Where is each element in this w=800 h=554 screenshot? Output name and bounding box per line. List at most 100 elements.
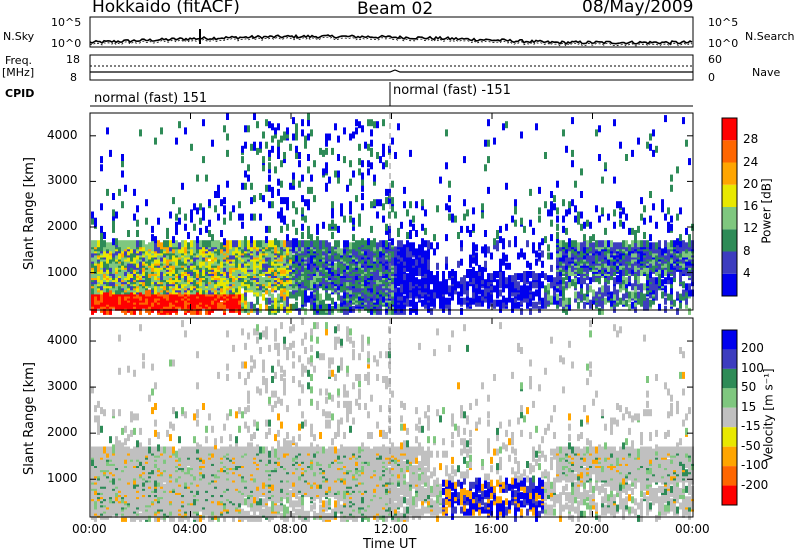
- heatmap-cell: [577, 217, 580, 225]
- heatmap-cell: [256, 121, 259, 129]
- heatmap-cell: [235, 240, 238, 248]
- heatmap-cell: [577, 264, 580, 272]
- heatmap-cell: [175, 227, 178, 235]
- heatmap-cell: [430, 242, 433, 250]
- nave-label: Nave: [752, 66, 781, 79]
- heatmap-cell: [178, 289, 181, 297]
- heatmap-cell: [637, 240, 640, 248]
- heatmap-cell: [103, 305, 106, 313]
- heatmap-cell: [193, 307, 196, 315]
- heatmap-cell: [250, 213, 253, 221]
- heatmap-cell: [607, 256, 610, 264]
- heatmap-cell: [631, 301, 634, 309]
- heatmap-cell: [379, 156, 382, 164]
- heatmap-cell: [667, 260, 670, 268]
- heatmap-cell: [481, 203, 484, 211]
- heatmap-cell: [295, 207, 298, 215]
- heatmap-cell: [94, 415, 97, 423]
- heatmap-cell: [265, 236, 268, 244]
- heatmap-cell: [181, 285, 184, 293]
- heatmap-cell: [382, 256, 385, 264]
- heatmap-cell: [148, 252, 151, 260]
- heatmap-cell: [265, 287, 268, 295]
- heatmap-cell: [538, 279, 541, 287]
- heatmap-cell: [97, 504, 100, 512]
- heatmap-cell: [103, 409, 106, 417]
- heatmap-cell: [562, 254, 565, 262]
- heatmap-cell: [106, 305, 109, 313]
- heatmap-cell: [400, 293, 403, 301]
- heatmap-cell: [352, 242, 355, 250]
- heatmap-cell: [424, 271, 427, 278]
- heatmap-cell: [292, 303, 295, 311]
- heatmap-cell: [523, 225, 526, 233]
- heatmap-cell: [208, 240, 211, 248]
- heatmap-cell: [664, 240, 667, 248]
- heatmap-cell: [559, 258, 562, 266]
- heatmap-cell: [625, 252, 628, 260]
- heatmap-cell: [421, 279, 424, 287]
- heatmap-cell: [172, 254, 175, 262]
- heatmap-cell: [595, 256, 598, 264]
- heatmap-cell: [499, 271, 502, 278]
- heatmap-cell: [241, 213, 244, 221]
- heatmap-cell: [121, 271, 124, 278]
- heatmap-cell: [259, 289, 262, 297]
- heatmap-cell: [556, 236, 559, 244]
- heatmap-cell: [97, 264, 100, 272]
- heatmap-cell: [262, 260, 265, 268]
- heatmap-cell: [643, 303, 646, 311]
- heatmap-cell: [382, 119, 385, 127]
- heatmap-cell: [253, 303, 256, 311]
- heatmap-cell: [250, 197, 253, 205]
- heatmap-cell: [304, 295, 307, 303]
- heatmap-cell: [274, 166, 277, 174]
- heatmap-cell: [451, 287, 454, 295]
- heatmap-cell: [280, 266, 283, 274]
- heatmap-cell: [418, 279, 421, 287]
- heatmap-cell: [238, 213, 241, 221]
- heatmap-cell: [679, 299, 682, 307]
- heatmap-cell: [391, 197, 394, 205]
- heatmap-cell: [394, 264, 397, 272]
- heatmap-cell: [217, 184, 220, 192]
- heatmap-cell: [175, 305, 178, 313]
- heatmap-cell: [292, 238, 295, 246]
- heatmap-cell: [91, 512, 94, 520]
- heatmap-cell: [406, 254, 409, 262]
- heatmap-cell: [538, 207, 541, 215]
- heatmap-cell: [376, 211, 379, 219]
- heatmap-cell: [370, 201, 373, 209]
- heatmap-cell: [631, 244, 634, 252]
- heatmap-cell: [142, 301, 145, 309]
- heatmap-cell: [355, 127, 358, 135]
- heatmap-cell: [343, 275, 346, 283]
- heatmap-cell: [514, 207, 517, 215]
- heatmap-cell: [562, 129, 565, 137]
- heatmap-cell: [478, 299, 481, 307]
- heatmap-cell: [325, 240, 328, 248]
- heatmap-cell: [580, 211, 583, 219]
- heatmap-cell: [619, 201, 622, 209]
- heatmap-cell: [352, 305, 355, 313]
- heatmap-cell: [640, 295, 643, 303]
- heatmap-cell: [340, 277, 343, 285]
- heatmap-cell: [112, 477, 115, 485]
- heatmap-cell: [103, 479, 106, 487]
- heatmap-cell: [184, 305, 187, 313]
- heatmap-cell: [640, 252, 643, 260]
- heatmap-cell: [172, 236, 175, 244]
- heatmap-cell: [454, 287, 457, 295]
- heatmap-cell: [583, 246, 586, 254]
- heatmap-cell: [250, 301, 253, 309]
- heatmap-cell: [484, 264, 487, 272]
- heatmap-cell: [184, 223, 187, 231]
- heatmap-cell: [361, 178, 364, 186]
- heatmap-cell: [115, 456, 118, 464]
- heatmap-cell: [451, 277, 454, 285]
- heatmap-cell: [469, 269, 472, 276]
- heatmap-cell: [220, 260, 223, 268]
- heatmap-cell: [649, 133, 652, 141]
- heatmap-cell: [502, 123, 505, 131]
- heatmap-cell: [106, 446, 109, 454]
